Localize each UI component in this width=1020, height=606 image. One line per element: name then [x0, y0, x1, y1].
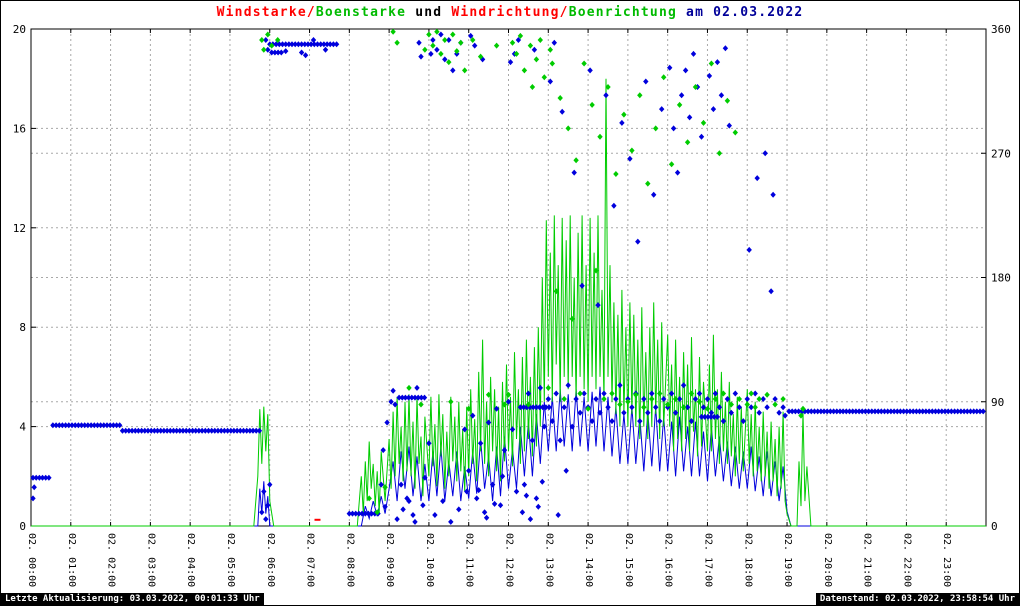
- x-axis-tick-label: 02. 05:00: [225, 533, 236, 587]
- x-axis-tick-label: 02. 20:00: [822, 533, 833, 587]
- left-axis-tick-label: 16: [13, 122, 26, 135]
- x-axis-tick-label: 02. 02:00: [106, 533, 117, 587]
- title-date: am 02.03.2022: [677, 5, 804, 20]
- left-axis-tick-label: 4: [19, 421, 26, 434]
- title-und: und: [406, 5, 452, 20]
- right-axis-tick-label: 360: [991, 23, 1011, 36]
- x-axis-tick-label: 02. 08:00: [344, 533, 355, 587]
- x-axis-labels: 02. 00:00 02. 01:00 02. 02:00 02. 03:00 02. …: [26, 533, 952, 587]
- x-axis-tick-label: 02. 12:00: [504, 533, 515, 587]
- right-axis-tick-label: 180: [991, 272, 1011, 285]
- chart-title: Windstarke/Boenstarke und Windrichtung/B…: [1, 5, 1019, 20]
- series-boenrichtung: [259, 28, 806, 516]
- x-axis-tick-label: 02. 14:00: [583, 533, 594, 587]
- series: [30, 28, 986, 527]
- left-axis-labels: 0 4 8 12 16 20: [13, 23, 27, 533]
- x-axis-tick-label: 02. 19:00: [782, 533, 793, 587]
- series-windrichtung: [30, 31, 986, 525]
- x-axis-tick-label: 02. 15:00: [623, 533, 634, 587]
- title-windstaerke: Windstarke/: [216, 5, 316, 20]
- right-axis-labels: 0 90 180 270 360: [991, 23, 1011, 533]
- left-axis-tick-label: 0: [19, 520, 26, 533]
- x-axis-tick-label: 02. 18:00: [742, 533, 753, 587]
- x-axis-tick-label: 02. 22:00: [901, 533, 912, 587]
- x-axis-tick-label: 02. 10:00: [424, 533, 435, 587]
- x-axis-tick-label: 02. 07:00: [305, 533, 316, 587]
- x-axis-tick-label: 02. 09:00: [384, 533, 395, 587]
- right-axis-tick-label: 270: [991, 147, 1011, 160]
- last-update-bar: Letzte Aktualisierung: 03.03.2022, 00:01…: [1, 593, 264, 605]
- x-axis-tick-label: 02. 01:00: [66, 533, 77, 587]
- x-axis-tick-label: 02. 17:00: [702, 533, 713, 587]
- x-axis-tick-label: 02. 21:00: [862, 533, 873, 587]
- x-axis-tick-label: 02. 13:00: [543, 533, 554, 587]
- x-axis-tick-label: 02. 03:00: [145, 533, 156, 587]
- x-axis-tick-label: 02. 11:00: [464, 533, 475, 587]
- left-axis-tick-label: 12: [13, 222, 26, 235]
- datenstand-bar: Datenstand: 02.03.2022, 23:58:54 Uhr: [815, 593, 1019, 605]
- x-axis-tick-label: 02. 23:00: [941, 533, 952, 587]
- x-axis-tick-label: 02. 16:00: [663, 533, 674, 587]
- series-boenstaerke: [31, 78, 986, 527]
- x-axis-tick-label: 02. 06:00: [265, 533, 276, 587]
- left-axis-tick-label: 8: [19, 321, 26, 334]
- title-boenrichtung: Boenrichtung: [568, 5, 678, 20]
- left-axis-tick-label: 20: [13, 23, 26, 36]
- title-boenstaerke: Boenstarke: [315, 5, 407, 20]
- x-axis-tick-label: 02. 00:00: [26, 533, 37, 587]
- title-windrichtung: Windrichtung/: [451, 5, 569, 20]
- gridlines: [31, 29, 986, 526]
- x-axis-tick-label: 02. 04:00: [185, 533, 196, 587]
- right-axis-tick-label: 0: [991, 520, 998, 533]
- right-axis-tick-label: 90: [991, 396, 1004, 409]
